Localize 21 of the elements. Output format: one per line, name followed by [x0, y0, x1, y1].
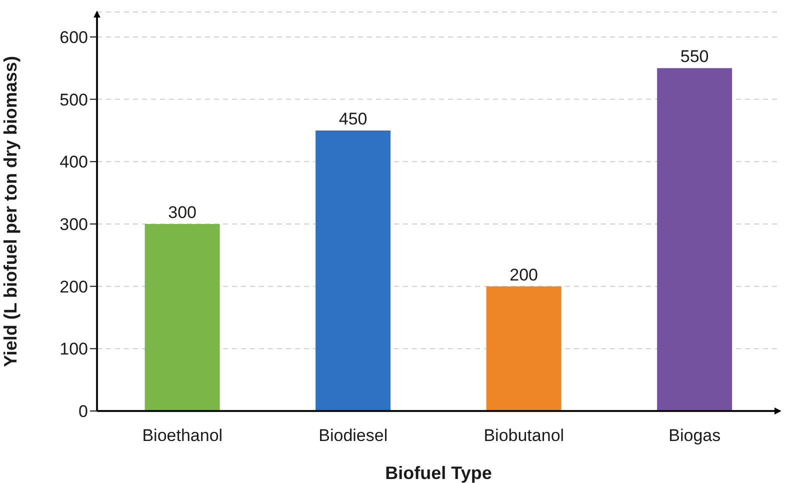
bar	[486, 286, 562, 411]
y-tick-label: 200	[60, 277, 88, 296]
bar	[657, 68, 732, 411]
y-axis-title: Yield (L biofuel per ton dry biomass)	[0, 56, 20, 368]
y-tick-label: 0	[78, 402, 88, 422]
data-label: 550	[680, 47, 709, 66]
data-label: 200	[510, 265, 538, 284]
bar	[144, 224, 220, 411]
y-tick-label: 500	[60, 90, 88, 110]
bar	[316, 130, 391, 411]
y-tick-label: 400	[60, 152, 88, 172]
x-tick-label: Bioethanol	[142, 426, 223, 446]
x-tick-label: Biodiesel	[318, 426, 388, 446]
y-tick-label: 100	[60, 340, 88, 359]
x-tick-label: Biogas	[668, 426, 721, 446]
y-tick-label: 600	[60, 28, 88, 47]
x-tick-label: Biobutanol	[484, 426, 564, 446]
y-tick-label: 300	[60, 215, 88, 234]
data-label: 300	[168, 202, 196, 222]
data-label: 450	[338, 109, 368, 128]
x-axis-title: Biofuel Type	[385, 463, 492, 483]
